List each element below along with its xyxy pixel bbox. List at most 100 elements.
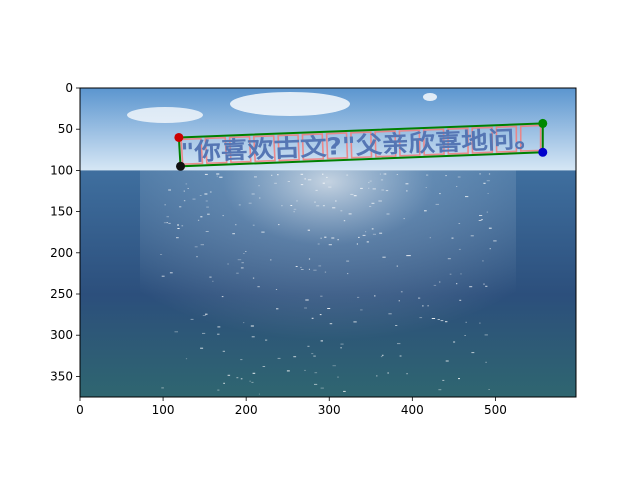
sparkle [206, 206, 209, 208]
sparkle [340, 343, 344, 345]
sparkle [397, 343, 401, 345]
sparkle [358, 236, 360, 238]
sparkle [470, 235, 474, 237]
sparkle [353, 195, 357, 197]
sparkle [311, 353, 314, 355]
sparkle [200, 216, 203, 218]
char-box [204, 136, 228, 165]
sparkle [277, 357, 281, 359]
sparkle [419, 317, 423, 319]
sparkle [304, 307, 307, 309]
sparkle [458, 248, 461, 250]
sparkle [209, 191, 212, 193]
sparkle [459, 299, 462, 301]
sparkle [271, 174, 273, 176]
sparkle [168, 189, 171, 191]
sparkle [217, 333, 220, 335]
sparkle [221, 296, 224, 298]
sparkle [346, 260, 350, 262]
char-box [471, 126, 494, 154]
sparkle [371, 228, 374, 230]
sparkle [286, 370, 290, 372]
sparkle [227, 263, 229, 265]
x-tick-label: 300 [318, 403, 341, 417]
sparkle [488, 173, 491, 175]
sparkle [406, 190, 408, 192]
sparkle [196, 256, 198, 258]
sparkle [385, 190, 389, 192]
sparkle [219, 176, 223, 178]
sparkle [287, 181, 290, 182]
sparkle [185, 358, 188, 360]
y-tick-label: 0 [65, 81, 73, 95]
sparkle [205, 231, 209, 232]
sparkle [202, 332, 206, 334]
sparkle [183, 200, 186, 202]
sparkle [161, 275, 165, 277]
char-box [350, 131, 373, 159]
sparkle [197, 219, 200, 221]
sparkle [232, 233, 235, 235]
sparkle [281, 205, 283, 207]
sparkle [453, 341, 456, 343]
sparkle [187, 188, 189, 189]
sparkle [236, 272, 239, 274]
sparkle [243, 322, 245, 324]
sparkle [216, 173, 220, 175]
sparkle [465, 321, 467, 323]
sparkle [457, 176, 461, 178]
char-boxes [180, 124, 542, 166]
sparkle [426, 174, 429, 176]
char-box [325, 132, 349, 160]
sparkle [320, 237, 322, 239]
sparkle [174, 331, 178, 333]
sparkle [307, 179, 312, 181]
sparkle [350, 193, 354, 195]
sparkle [205, 200, 208, 202]
sparkle [227, 374, 231, 376]
sparkle [304, 369, 306, 371]
sparkle [293, 356, 297, 358]
sparkle [356, 243, 358, 245]
sparkle [316, 205, 320, 207]
sparkle [161, 387, 164, 389]
sparkle [456, 283, 458, 285]
cloud [423, 93, 437, 101]
sparkle [403, 218, 405, 220]
sparkle [366, 241, 369, 243]
sparkle [329, 323, 333, 325]
sparkle [308, 268, 310, 270]
sparkle [357, 296, 360, 298]
sparkle [324, 236, 327, 238]
sparkle [368, 187, 370, 189]
sparkle [438, 389, 442, 391]
axes-frame [79, 87, 577, 398]
sparkle [305, 299, 309, 301]
sparkle [192, 198, 196, 200]
photo-background [80, 88, 576, 397]
sparkle [320, 340, 323, 342]
y-tick-label: 50 [58, 122, 73, 136]
sparkle [340, 347, 342, 349]
y-tick-label: 150 [50, 205, 73, 219]
sparkle [479, 215, 483, 216]
sparkle [488, 227, 492, 229]
sparkle [293, 211, 295, 213]
sparkle [261, 231, 265, 233]
sparkle [335, 200, 337, 202]
sparkle [258, 185, 260, 187]
sparkle [378, 200, 382, 202]
sparkle [424, 210, 427, 212]
sparkle [395, 325, 398, 326]
sparkle [479, 322, 481, 324]
sparkle [300, 184, 304, 186]
sparkle [254, 176, 257, 178]
sparkle [222, 215, 224, 217]
sparkle [235, 224, 237, 226]
sparkle [314, 372, 318, 374]
sparkle [369, 180, 372, 182]
sparkle [202, 315, 206, 316]
sparkle [479, 173, 481, 175]
sparkle [295, 266, 298, 267]
sparkle [429, 237, 431, 239]
